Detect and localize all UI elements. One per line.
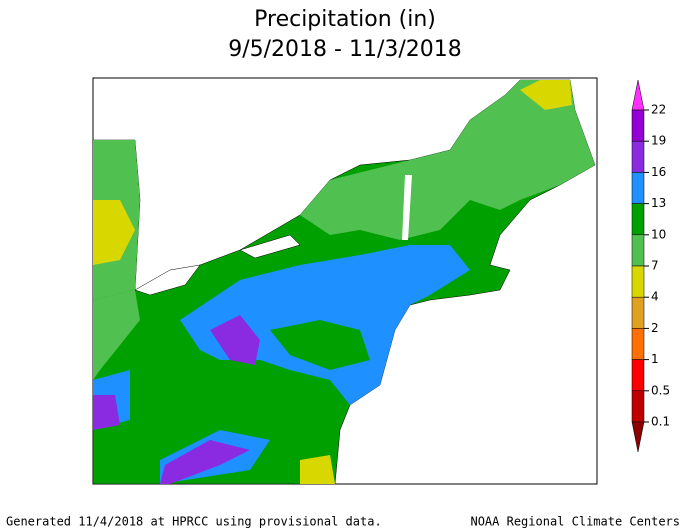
- legend-swatch: [631, 390, 645, 423]
- land-light: [93, 290, 140, 380]
- legend-label: 1: [651, 352, 659, 366]
- land-purple: [210, 315, 260, 365]
- legend-swatch: [631, 140, 645, 173]
- legend-label: 7: [651, 259, 659, 273]
- legend-swatch: [631, 234, 645, 267]
- lake: [402, 175, 412, 240]
- legend-swatch: [631, 296, 645, 329]
- legend-label: 2: [651, 321, 659, 335]
- footer-right: NOAA Regional Climate Centers: [470, 515, 680, 529]
- land: [270, 320, 370, 370]
- map: [92, 77, 598, 485]
- lake: [239, 234, 301, 259]
- legend-arrow-bottom: [631, 421, 645, 453]
- legend-label: 4: [651, 290, 659, 304]
- legend-swatch: [631, 109, 645, 142]
- legend-label: 13: [651, 196, 666, 210]
- legend-swatch: [631, 203, 645, 236]
- legend-label: 0.1: [651, 415, 670, 429]
- legend-label: 0.5: [651, 383, 670, 397]
- land-yellow: [93, 200, 135, 265]
- lake: [134, 264, 201, 296]
- land-purple: [93, 395, 120, 430]
- legend-swatch: [631, 359, 645, 392]
- land-yellow: [300, 455, 335, 484]
- legend-label: 16: [651, 165, 666, 179]
- legend-swatch: [631, 328, 645, 360]
- title: Precipitation (in): [254, 7, 436, 32]
- legend-label: 19: [651, 134, 666, 148]
- footer-left: Generated 11/4/2018 at HPRCC using provi…: [6, 515, 382, 529]
- legend-swatch: [631, 172, 645, 204]
- land-yellow: [520, 80, 572, 110]
- legend: 22 19 16 13 10 7 4 2 1 0.5 0.1: [631, 79, 670, 453]
- land-purple: [160, 440, 250, 484]
- legend-arrow-top: [631, 79, 645, 111]
- legend-swatch: [631, 265, 645, 298]
- land-light: [300, 80, 595, 240]
- legend-label: 10: [651, 227, 666, 241]
- subtitle: 9/5/2018 - 11/3/2018: [228, 37, 462, 62]
- legend-label: 22: [651, 103, 666, 117]
